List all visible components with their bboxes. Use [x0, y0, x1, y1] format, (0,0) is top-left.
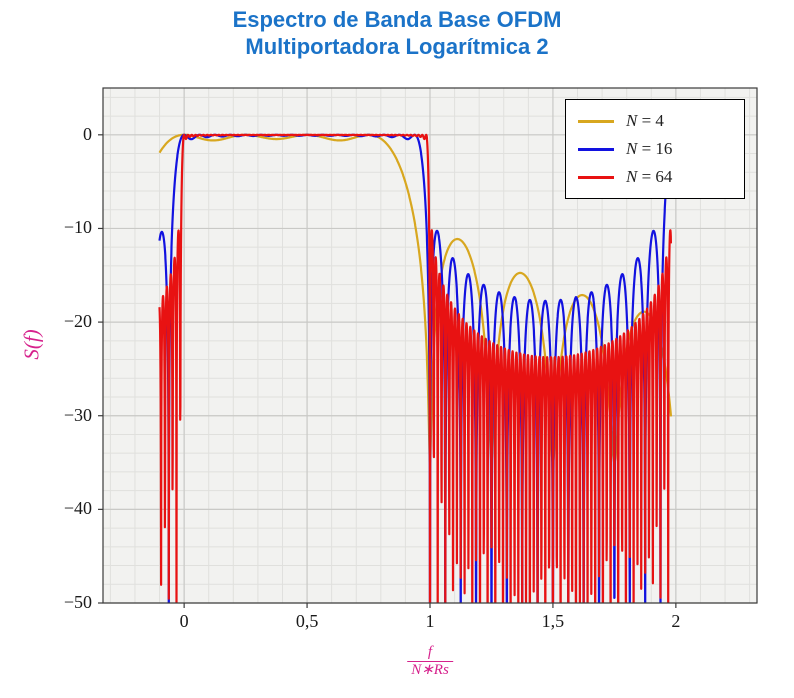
y-tick-label: −40: [63, 498, 92, 519]
chart-title: Espectro de Banda Base OFDM Multiportado…: [0, 6, 794, 60]
legend-item-n=4: N = 4: [566, 107, 744, 135]
legend-label: N = 16: [626, 139, 673, 158]
x-tick-label: 0: [179, 611, 189, 631]
x-tick-label: 1: [425, 611, 435, 631]
y-tick-label: −10: [63, 217, 92, 238]
x-tick-label: 2: [671, 611, 681, 631]
x-axis-fraction: f N∗Rs: [407, 644, 453, 679]
y-tick-label: 0: [83, 123, 92, 144]
y-tick-label: −20: [63, 311, 92, 332]
x-axis-label: f N∗Rs: [407, 643, 453, 679]
x-tick-label: 0,5: [295, 611, 319, 631]
legend-item-n=16: N = 16: [566, 135, 744, 163]
legend-label: N = 64: [626, 167, 673, 186]
x-axis-label-numerator: f: [427, 644, 433, 660]
legend-item-n=64: N = 64: [566, 163, 744, 191]
y-tick-label: −50: [63, 592, 92, 612]
legend: N = 4 N = 16 N = 64: [565, 99, 745, 199]
x-axis-label-denominator: N∗Rs: [407, 661, 453, 679]
x-tick-label: 1,5: [541, 611, 565, 631]
legend-label: N = 4: [626, 111, 664, 130]
y-tick-label: −30: [63, 404, 92, 425]
legend-line-sample: [578, 119, 614, 123]
curve-n=64: [158, 133, 672, 603]
legend-line-sample: [578, 147, 614, 151]
chart-title-line2: Multiportadora Logarítmica 2: [245, 34, 549, 59]
legend-line-sample: [578, 175, 614, 179]
chart-title-line1: Espectro de Banda Base OFDM: [232, 7, 562, 32]
